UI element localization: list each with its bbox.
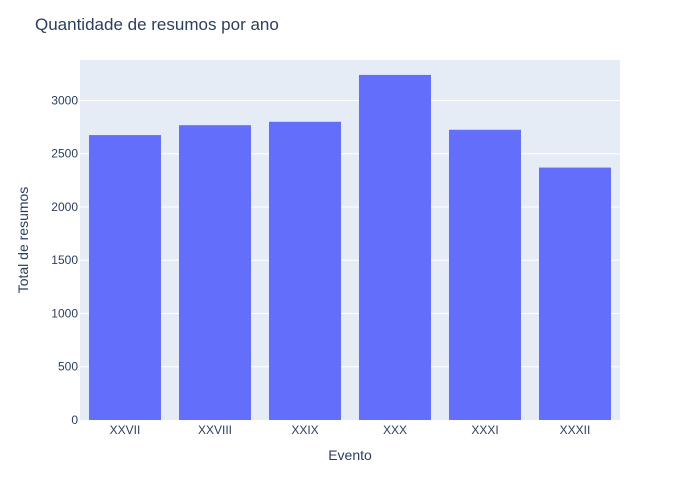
bar-xxxi[interactable] (449, 129, 521, 421)
chart-title: Quantidade de resumos por ano (35, 15, 279, 34)
x-tick-label: XXXII (560, 423, 591, 437)
x-tick-label: XXVIII (198, 423, 232, 437)
y-tick-label: 500 (58, 360, 78, 374)
bars (89, 74, 611, 421)
y-tick-label: 2000 (51, 200, 78, 214)
plot-area (80, 60, 620, 420)
x-axis-ticks: XXVII XXVIII XXIX XXX XXXI XXXII (110, 423, 591, 437)
bar-xxxii[interactable] (539, 167, 611, 420)
x-axis-title: Evento (328, 447, 372, 463)
y-tick-label: 1000 (51, 306, 78, 320)
bar-xxix[interactable] (269, 121, 341, 420)
bar-xxviii[interactable] (179, 125, 251, 420)
y-tick-label: 2500 (51, 147, 78, 161)
grid-lines (80, 99, 620, 368)
x-tick-label: XXVII (110, 423, 141, 437)
bar-xxvii[interactable] (89, 135, 161, 421)
y-axis-title: Total de resumos (15, 187, 31, 294)
x-tick-label: XXIX (291, 423, 318, 437)
y-tick-label: 3000 (51, 93, 78, 107)
y-tick-label: 0 (71, 413, 78, 427)
y-tick-label: 1500 (51, 253, 78, 267)
y-axis-ticks: 0 500 1000 1500 2000 2500 3000 (51, 93, 78, 427)
bar-xxx[interactable] (359, 74, 431, 420)
x-tick-label: XXXI (471, 423, 498, 437)
x-tick-label: XXX (383, 423, 407, 437)
